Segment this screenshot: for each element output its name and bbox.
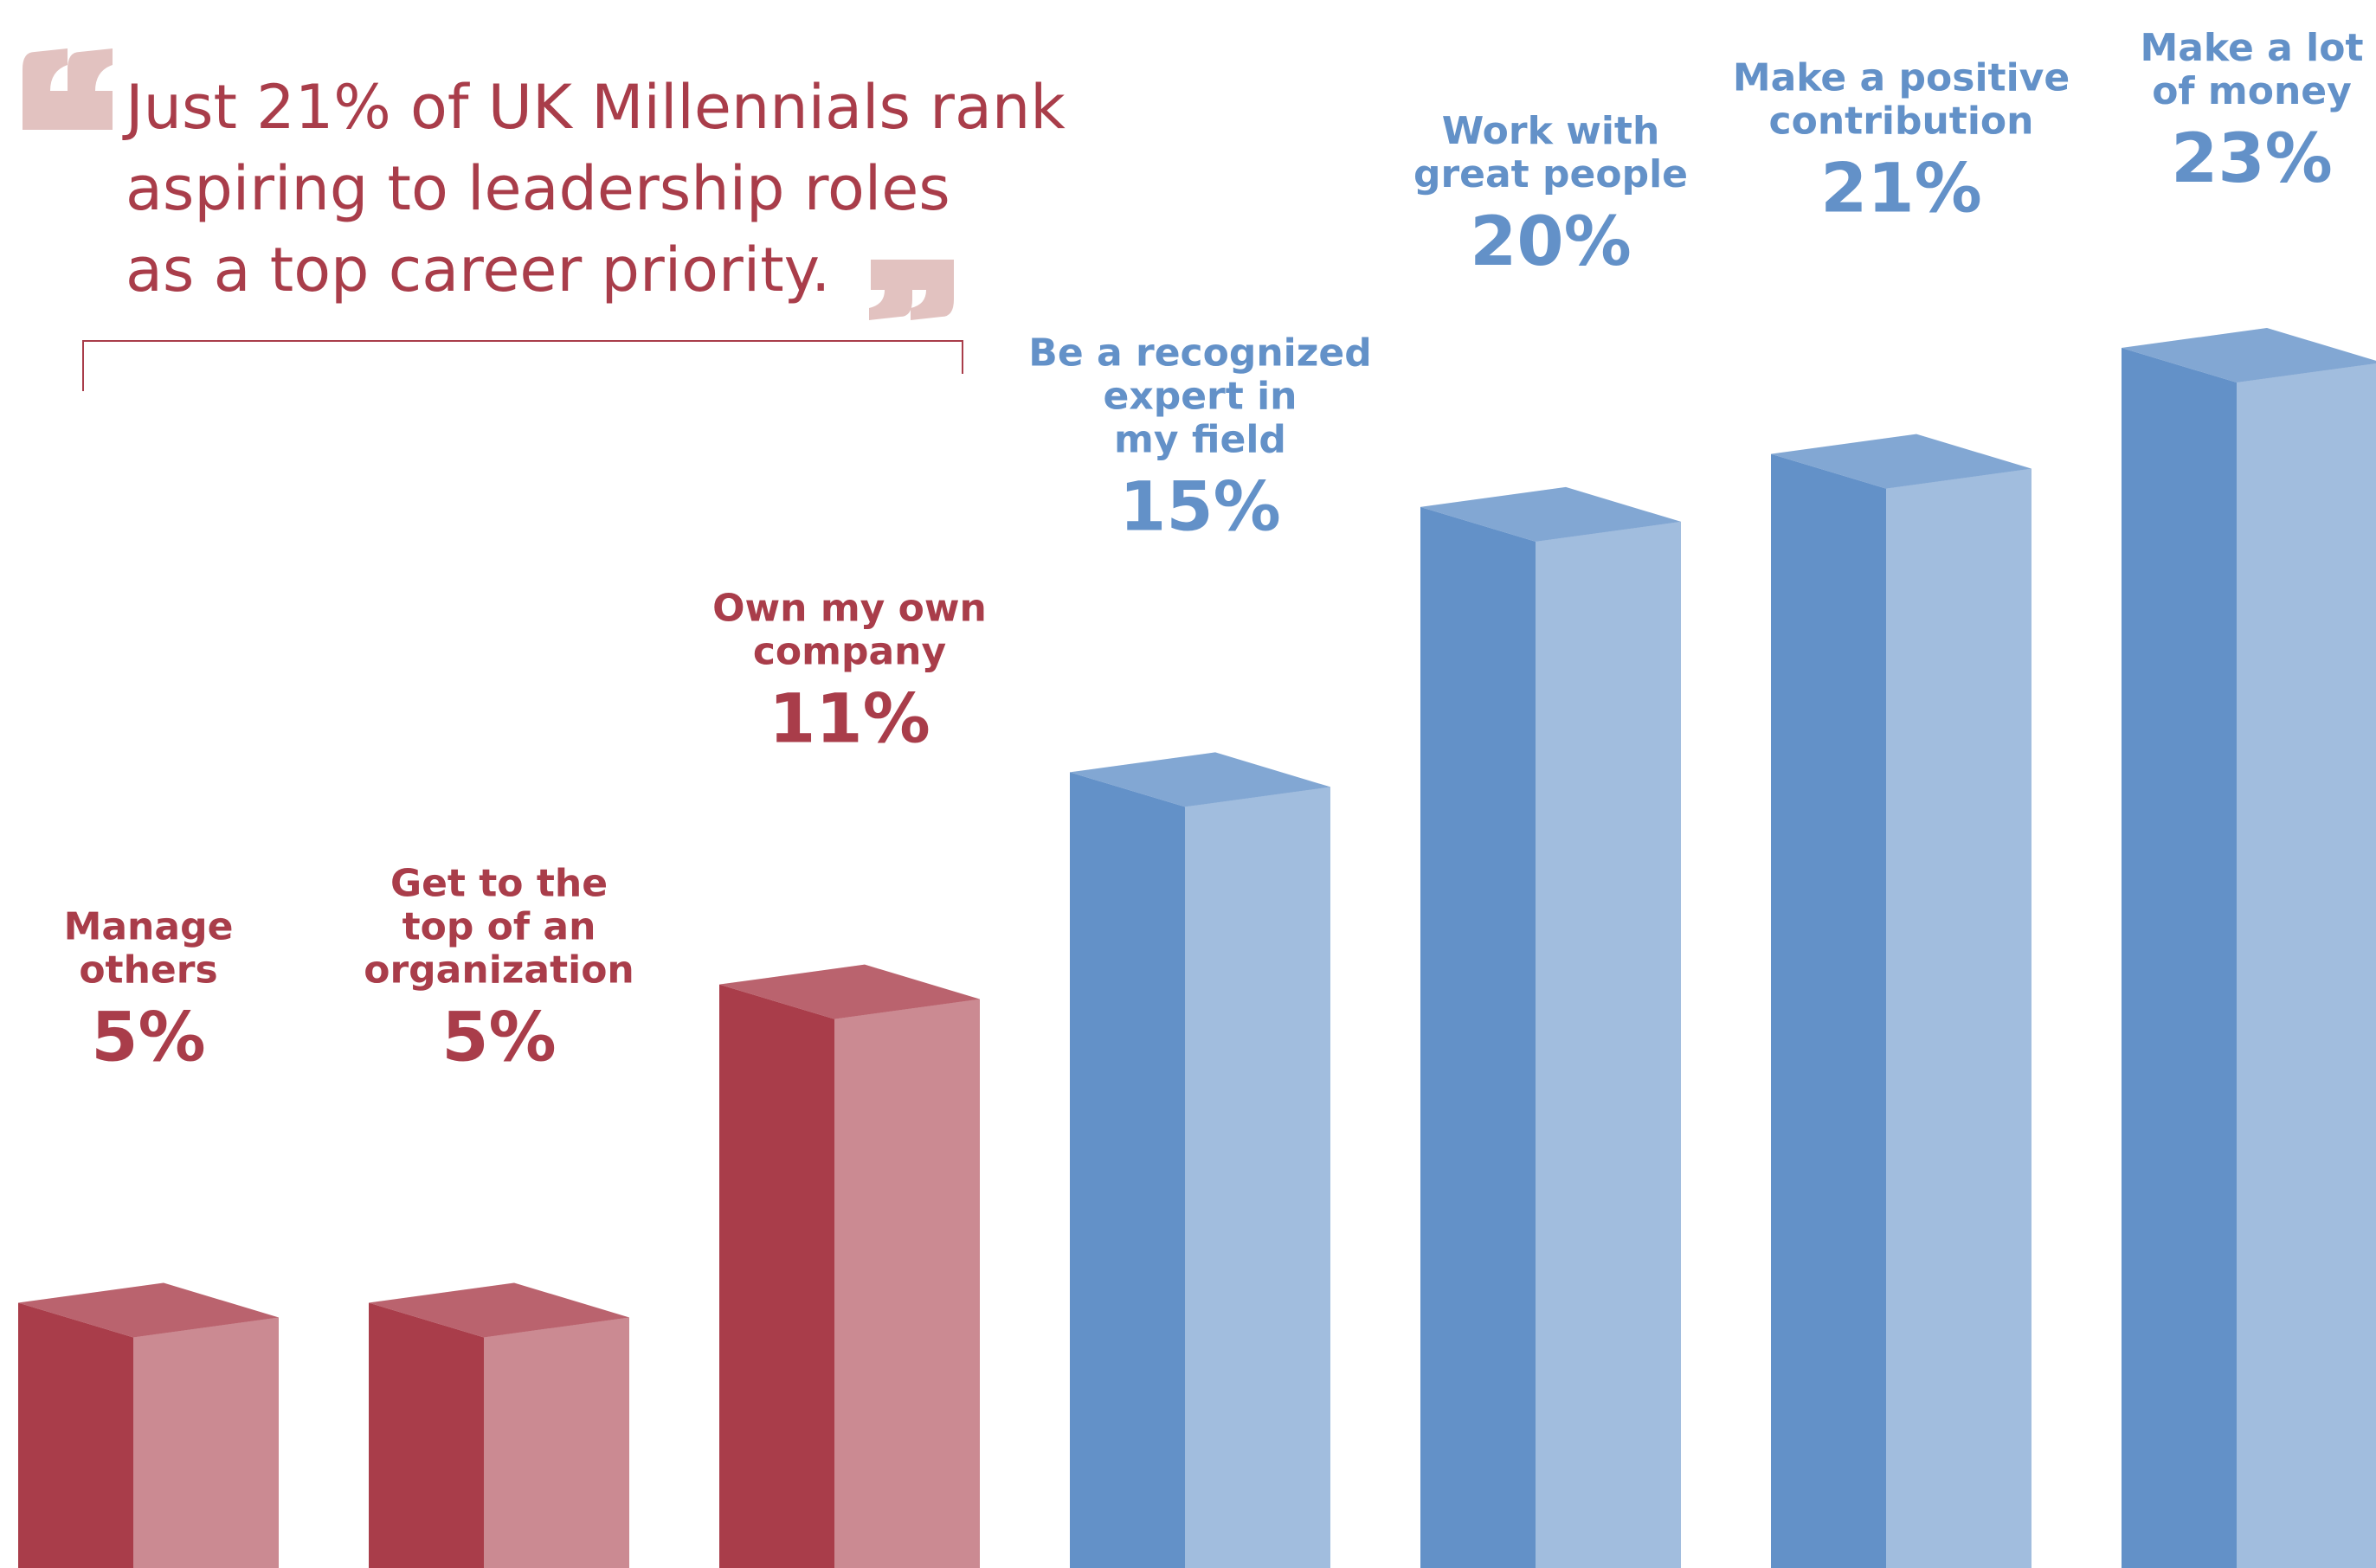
- bar-side: [133, 1317, 279, 1568]
- category-label: of money: [2152, 69, 2352, 113]
- bar-side-shade: [1536, 521, 1681, 1568]
- category-label: Be a recognized: [1028, 331, 1371, 375]
- bar-side: [1536, 521, 1681, 1568]
- bar-top-shade: [2122, 328, 2376, 382]
- bar-side: [834, 999, 980, 1568]
- bar-side: [484, 1317, 629, 1568]
- bar-top: [18, 1282, 279, 1338]
- bar-side-shade: [2237, 363, 2376, 1568]
- value-label: 21%: [1820, 151, 1982, 228]
- quote-mark: [68, 48, 113, 130]
- category-label: Get to the: [390, 861, 608, 905]
- bar-side: [1886, 468, 2032, 1568]
- quote-mark: [911, 260, 954, 320]
- bar-top-shade: [369, 1282, 629, 1338]
- bar-side-shade: [133, 1317, 279, 1568]
- bar-top-shade: [1070, 752, 1330, 807]
- category-label: Manage: [64, 904, 234, 948]
- title-line: Just 21% of UK Millennials rank: [122, 72, 1066, 143]
- bar-side-shade: [484, 1317, 629, 1568]
- category-label: contribution: [1769, 100, 2034, 144]
- value-label: 5%: [441, 999, 556, 1076]
- title-line: aspiring to leadership roles: [126, 153, 950, 224]
- value-label: 11%: [769, 681, 930, 759]
- value-label: 15%: [1119, 468, 1281, 546]
- bar-top: [719, 964, 980, 1019]
- quote-mark: [869, 260, 912, 320]
- bar-side: [1185, 787, 1330, 1568]
- bar-front: [18, 1302, 133, 1568]
- bar-top: [1420, 486, 1681, 542]
- bar-top-shade: [719, 964, 980, 1019]
- bar-top-shade: [1420, 486, 1681, 542]
- bar-side-shade: [1185, 787, 1330, 1568]
- bar-side-shade: [1886, 468, 2032, 1568]
- category-label: great people: [1413, 152, 1688, 196]
- bar-top-shade: [18, 1282, 279, 1338]
- bar-front: [1070, 772, 1185, 1568]
- category-label: Own my own: [712, 587, 987, 631]
- bar-front: [1771, 453, 1886, 1568]
- value-label: 23%: [2171, 120, 2333, 198]
- category-label: Make a positive: [1733, 56, 2070, 100]
- category-label: my field: [1114, 417, 1286, 461]
- bar-side: [2237, 363, 2376, 1568]
- bar-side-shade: [834, 999, 980, 1568]
- title-line: as a top career priority.: [126, 235, 830, 305]
- category-label: company: [753, 630, 946, 674]
- category-label: others: [79, 948, 217, 992]
- value-label: 5%: [91, 999, 205, 1076]
- category-label: top of an: [402, 904, 596, 948]
- bar-top: [2122, 328, 2376, 382]
- category-label: Make a lot: [2140, 26, 2363, 70]
- bracket: [82, 340, 963, 391]
- category-label: Work with: [1442, 109, 1660, 153]
- category-label: organization: [364, 948, 634, 992]
- bar-top: [1771, 434, 2032, 489]
- bar-top: [1070, 752, 1330, 807]
- quote-mark: [23, 48, 68, 130]
- bar-top-shade: [1771, 434, 2032, 489]
- bar-front: [1420, 506, 1536, 1568]
- bar-top: [369, 1282, 629, 1338]
- bar-front: [369, 1302, 484, 1568]
- category-label: expert in: [1103, 374, 1297, 418]
- value-label: 20%: [1470, 203, 1632, 281]
- bar-front: [2122, 348, 2237, 1568]
- bar-front: [719, 984, 834, 1568]
